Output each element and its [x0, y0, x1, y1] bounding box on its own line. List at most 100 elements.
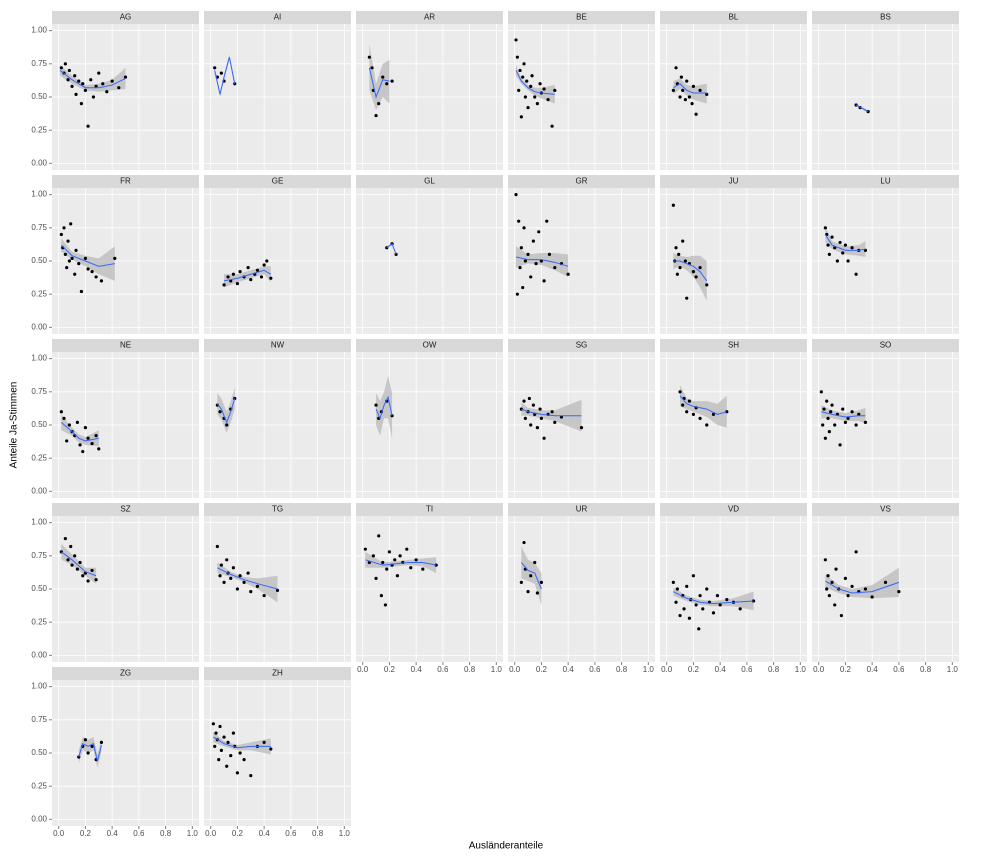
point	[863, 587, 868, 591]
point	[78, 443, 82, 447]
point	[819, 390, 823, 394]
x-tick-label: 0.2	[232, 829, 244, 838]
confidence-band	[61, 543, 97, 584]
point	[235, 771, 240, 775]
strip	[660, 503, 807, 516]
point	[363, 547, 367, 551]
point	[90, 744, 94, 748]
point	[94, 434, 98, 438]
point	[850, 410, 854, 414]
point	[94, 84, 98, 88]
point	[694, 275, 698, 279]
point	[678, 95, 682, 99]
point	[526, 252, 530, 256]
strip-label: NE	[120, 341, 131, 350]
smooth-line	[521, 408, 582, 417]
strip-label: FR	[120, 177, 131, 186]
point	[701, 607, 705, 611]
point	[822, 407, 826, 411]
point	[674, 66, 678, 70]
point	[246, 571, 250, 575]
x-tick-label: 0.4	[107, 829, 119, 838]
point	[518, 266, 522, 270]
confidence-band	[369, 43, 390, 111]
point	[79, 102, 83, 106]
point	[846, 416, 850, 420]
point	[533, 560, 537, 565]
point	[421, 567, 425, 571]
point	[235, 587, 240, 591]
point	[514, 38, 518, 42]
point	[86, 267, 90, 271]
point	[546, 98, 550, 102]
point	[65, 439, 69, 443]
point	[214, 731, 218, 735]
point	[385, 567, 389, 571]
point	[110, 79, 114, 83]
panel	[52, 352, 199, 498]
point	[825, 399, 829, 403]
strip	[204, 503, 351, 516]
point	[63, 62, 67, 66]
y-tick-label: 0.00	[31, 650, 47, 659]
point	[526, 590, 530, 594]
point	[691, 412, 696, 416]
point	[671, 88, 675, 92]
point	[854, 550, 858, 554]
confidence-band	[365, 551, 437, 574]
point	[530, 74, 534, 78]
point	[59, 66, 63, 70]
point	[683, 98, 687, 102]
point	[843, 576, 848, 580]
point	[383, 603, 387, 607]
point	[553, 266, 557, 270]
strip	[508, 339, 655, 352]
confidence-band	[673, 587, 754, 611]
y-tick-label: 0.75	[31, 715, 47, 724]
point	[682, 607, 686, 611]
y-tick-label: 1.00	[31, 354, 47, 363]
strip-label: TG	[272, 505, 283, 514]
point	[821, 423, 825, 427]
y-tick-label: 0.25	[31, 289, 47, 298]
point	[547, 252, 552, 256]
point	[367, 55, 371, 59]
point	[74, 248, 78, 252]
point	[219, 71, 223, 75]
point	[826, 416, 830, 420]
point	[70, 563, 74, 567]
point	[387, 550, 392, 554]
point	[381, 75, 385, 79]
panel	[660, 352, 807, 498]
point	[62, 226, 66, 230]
point	[539, 580, 544, 584]
point	[711, 412, 716, 416]
x-tick-label: 0.6	[285, 829, 297, 838]
point	[829, 410, 833, 414]
point	[99, 740, 104, 744]
y-tick-label: 0.75	[31, 387, 47, 396]
point	[405, 547, 409, 551]
strip-label: NW	[271, 341, 285, 350]
point	[823, 226, 827, 230]
point	[409, 566, 413, 570]
x-tick-label: 0.0	[509, 665, 521, 674]
point	[374, 403, 378, 407]
point	[677, 252, 681, 256]
point	[539, 416, 544, 420]
point	[838, 240, 842, 245]
point	[835, 259, 839, 263]
smooth-line	[515, 256, 569, 267]
confidence-band	[217, 562, 278, 603]
point	[531, 239, 535, 243]
point	[79, 289, 83, 294]
point	[99, 279, 104, 283]
point	[542, 87, 546, 91]
point	[681, 239, 685, 243]
x-tick-label: 0.0	[53, 829, 65, 838]
point	[535, 591, 540, 595]
panel	[52, 24, 199, 170]
strip	[204, 175, 351, 188]
point	[262, 740, 266, 744]
